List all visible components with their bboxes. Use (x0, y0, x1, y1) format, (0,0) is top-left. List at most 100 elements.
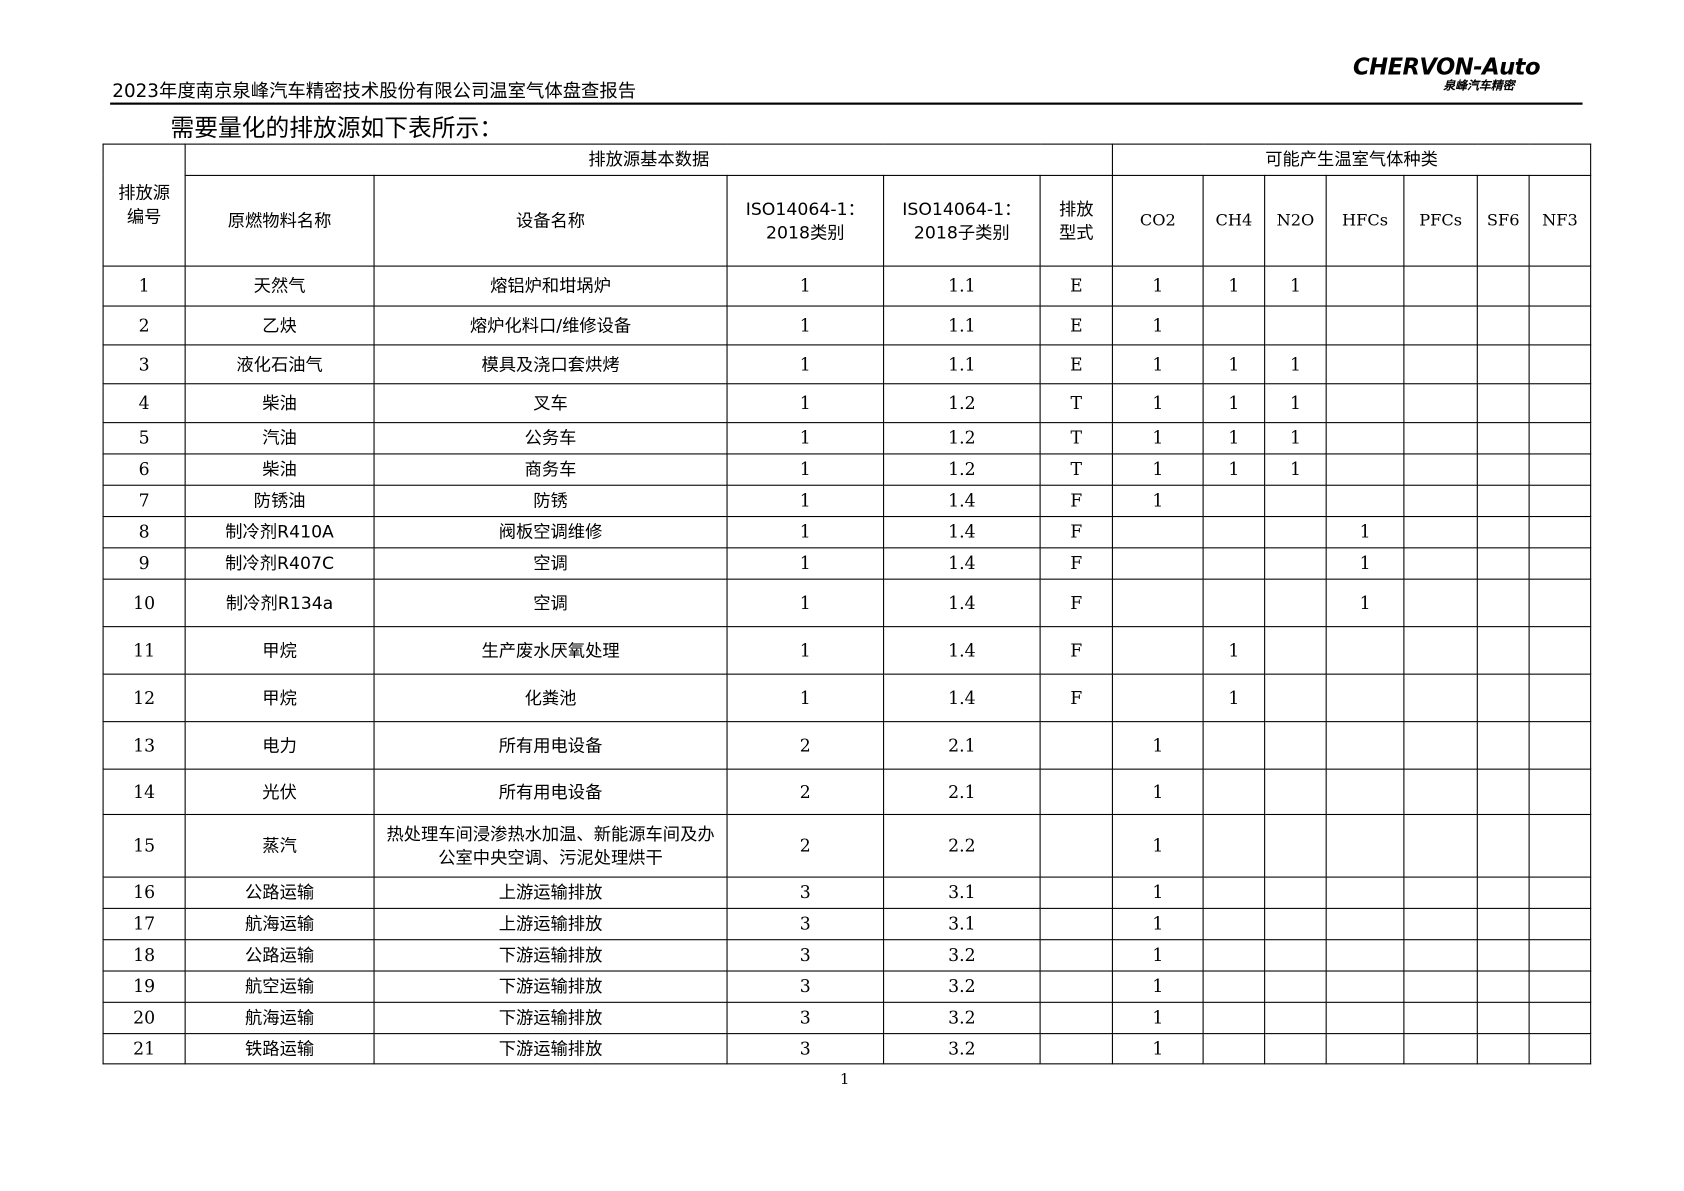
source-id-cell: 17 (102, 907, 186, 941)
ch4-cell (1202, 813, 1266, 878)
emission-type-cell (1039, 939, 1114, 972)
iso-category-cell: 1 (726, 626, 885, 675)
sf6-cell (1476, 813, 1530, 878)
co2-cell: 1 (1111, 305, 1204, 346)
nf3-cell (1528, 516, 1592, 549)
table-row: 12 甲烷 化粪池 1 1.4 F 1 (102, 673, 1592, 723)
material-name-cell: 制冷剂R410A (184, 516, 375, 549)
sf6-cell (1476, 970, 1530, 1003)
source-id-cell: 10 (102, 578, 186, 628)
co2-cell: 1 (1111, 907, 1204, 941)
emission-type-cell (1039, 1033, 1114, 1065)
hfcs-cell (1325, 768, 1405, 816)
nf3-cell (1528, 876, 1592, 909)
equipment-name-cell: 所有用电设备 (373, 721, 728, 770)
table-row: 15 蒸汽 热处理车间浸渗热水加温、新能源车间及办公室中央空调、污泥处理烘干 2 2.2… (102, 813, 1592, 878)
column-header: CO2 (1111, 174, 1204, 267)
column-header: N2O (1264, 174, 1327, 267)
table-row: 19 航空运输 下游运输排放 3 3.2 1 (102, 970, 1592, 1003)
iso-subcategory-cell: 2.1 (883, 721, 1041, 770)
sf6-cell (1476, 907, 1530, 941)
iso-subcategory-cell: 3.2 (883, 970, 1041, 1003)
hfcs-cell (1325, 453, 1405, 486)
co2-cell (1111, 547, 1204, 580)
column-header: 原燃物料名称 (184, 174, 375, 267)
equipment-name-cell: 商务车 (373, 453, 728, 486)
column-header: 排放型式 (1039, 174, 1114, 267)
table-row: 5 汽油 公务车 1 1.2 T 1 1 1 (102, 422, 1592, 455)
sf6-cell (1476, 422, 1530, 455)
iso-subcategory-cell: 1.1 (883, 305, 1041, 346)
co2-cell: 1 (1111, 970, 1204, 1003)
equipment-name-cell: 下游运输排放 (373, 1033, 728, 1065)
pfcs-cell (1403, 453, 1478, 486)
header-basic-data: 排放源基本数据 (184, 143, 1114, 176)
iso-subcategory-cell: 1.1 (883, 265, 1041, 307)
nf3-cell (1528, 383, 1592, 424)
column-header: HFCs (1325, 174, 1405, 267)
sf6-cell (1476, 673, 1530, 723)
equipment-name-cell: 叉车 (373, 383, 728, 424)
iso-subcategory-cell: 3.1 (883, 907, 1041, 941)
co2-cell: 1 (1111, 1001, 1204, 1035)
ch4-cell (1202, 516, 1266, 549)
source-id-cell: 13 (102, 721, 186, 770)
table-row: 8 制冷剂R410A 阀板空调维修 1 1.4 F 1 (102, 516, 1592, 549)
table-row: 1 天然气 熔铝炉和坩埚炉 1 1.1 E 1 1 1 (102, 265, 1592, 307)
ch4-cell: 1 (1202, 422, 1266, 455)
n2o-cell: 1 (1264, 422, 1327, 455)
hfcs-cell (1325, 970, 1405, 1003)
sf6-cell (1476, 547, 1530, 580)
sf6-cell (1476, 939, 1530, 972)
sf6-cell (1476, 721, 1530, 770)
iso-category-cell: 3 (726, 970, 885, 1003)
n2o-cell (1264, 547, 1327, 580)
iso-category-cell: 1 (726, 453, 885, 486)
iso-subcategory-cell: 1.4 (883, 578, 1041, 628)
equipment-name-cell: 所有用电设备 (373, 768, 728, 816)
table-row: 18 公路运输 下游运输排放 3 3.2 1 (102, 939, 1592, 972)
iso-category-cell: 1 (726, 516, 885, 549)
iso-category-cell: 1 (726, 484, 885, 518)
nf3-cell (1528, 422, 1592, 455)
source-id-cell: 20 (102, 1001, 186, 1035)
equipment-name-cell: 熔铝炉和坩埚炉 (373, 265, 728, 307)
iso-subcategory-cell: 2.1 (883, 768, 1041, 816)
sf6-cell (1476, 383, 1530, 424)
source-id-cell: 12 (102, 673, 186, 723)
iso-subcategory-cell: 3.1 (883, 876, 1041, 909)
emission-type-cell: F (1039, 578, 1114, 628)
material-name-cell: 铁路运输 (184, 1033, 375, 1065)
pfcs-cell (1403, 626, 1478, 675)
table-row: 7 防锈油 防锈 1 1.4 F 1 (102, 484, 1592, 518)
source-id-cell: 1 (102, 265, 186, 307)
ch4-cell (1202, 578, 1266, 628)
nf3-cell (1528, 344, 1592, 385)
source-id-cell: 5 (102, 422, 186, 455)
nf3-cell (1528, 813, 1592, 878)
table-row: 3 液化石油气 模具及浇口套烘烤 1 1.1 E 1 1 1 (102, 344, 1592, 385)
material-name-cell: 甲烷 (184, 626, 375, 675)
iso-subcategory-cell: 1.2 (883, 422, 1041, 455)
ch4-cell: 1 (1202, 383, 1266, 424)
material-name-cell: 公路运输 (184, 876, 375, 909)
hfcs-cell (1325, 1001, 1405, 1035)
ch4-cell: 1 (1202, 453, 1266, 486)
hfcs-cell (1325, 422, 1405, 455)
hfcs-cell (1325, 721, 1405, 770)
table-row: 14 光伏 所有用电设备 2 2.1 1 (102, 768, 1592, 816)
source-id-cell: 8 (102, 516, 186, 549)
pfcs-cell (1403, 265, 1478, 307)
co2-cell (1111, 673, 1204, 723)
ch4-cell (1202, 484, 1266, 518)
n2o-cell (1264, 813, 1327, 878)
pfcs-cell (1403, 768, 1478, 816)
ch4-cell (1202, 907, 1266, 941)
co2-cell: 1 (1111, 876, 1204, 909)
source-id-cell: 7 (102, 484, 186, 518)
iso-subcategory-cell: 1.1 (883, 344, 1041, 385)
source-id-cell: 3 (102, 344, 186, 385)
pfcs-cell (1403, 907, 1478, 941)
nf3-cell (1528, 721, 1592, 770)
